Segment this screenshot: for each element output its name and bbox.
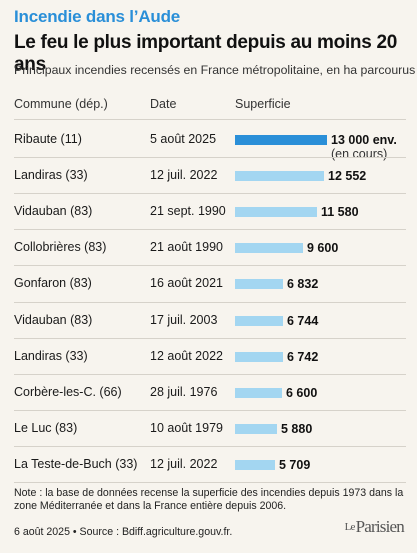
- superficie-bar: [235, 171, 324, 182]
- superficie-value: 12 552: [328, 169, 367, 184]
- date-label: 17 juil. 2003: [150, 312, 218, 327]
- superficie-bar: [235, 423, 277, 434]
- row-separator: [14, 229, 406, 231]
- date-label: 10 août 1979: [150, 420, 223, 435]
- row-separator: [14, 119, 406, 120]
- commune-label: Vidauban (83): [14, 312, 93, 327]
- date-label: 21 août 1990: [150, 240, 223, 255]
- superficie-value: 11 580: [321, 205, 359, 220]
- commune-label: Vidauban (83): [14, 204, 93, 219]
- superficie-value: 9 600: [307, 241, 339, 256]
- note: Note : la base de données recense la sup…: [14, 487, 404, 512]
- row-separator: [14, 337, 406, 339]
- date-label: 16 août 2021: [150, 276, 223, 291]
- date-label: 12 juil. 2022: [150, 456, 218, 471]
- le-parisien-logo: LeParisien: [344, 517, 405, 536]
- commune-label: Landiras (33): [14, 348, 88, 363]
- commune-label: Ribaute (11): [14, 132, 82, 147]
- superficie-value: 5 709: [279, 457, 311, 472]
- superficie-bar: [235, 135, 327, 146]
- chart-subtitle: Principaux incendies recensés en France …: [14, 63, 416, 77]
- column-header-commune: Commune (dép.): [14, 97, 108, 111]
- row-separator: [14, 409, 406, 411]
- column-header-date: Date: [150, 97, 177, 111]
- row-separator: [14, 445, 406, 447]
- date-label: 12 août 2022: [150, 348, 223, 363]
- row-separator: [14, 482, 406, 483]
- superficie-bar: [235, 207, 317, 218]
- superficie-value: 6 742: [287, 349, 319, 364]
- commune-label: Landiras (33): [14, 168, 88, 183]
- commune-label: Le Luc (83): [14, 420, 78, 435]
- chart-title: Le feu le plus important depuis au moins…: [14, 32, 398, 75]
- superficie-value: 6 600: [286, 385, 318, 400]
- kicker: Incendie dans l’Aude: [14, 7, 181, 26]
- superficie-bar: [235, 315, 283, 326]
- commune-label: Corbère-les-C. (66): [14, 384, 122, 399]
- row-separator: [14, 373, 406, 375]
- date-label: 28 juil. 1976: [150, 384, 218, 399]
- superficie-bar: [235, 459, 275, 470]
- footer-source: 6 août 2025 • Source : Bdiff.agriculture…: [14, 526, 233, 538]
- date-label: 21 sept. 1990: [150, 204, 226, 219]
- commune-label: Collobrières (83): [14, 240, 107, 255]
- commune-label: Gonfaron (83): [14, 276, 92, 291]
- date-label: 5 août 2025: [150, 132, 217, 147]
- column-header-superficie: Superficie: [235, 97, 291, 111]
- superficie-value: 6 744: [287, 313, 319, 328]
- superficie-value: 6 832: [287, 277, 319, 292]
- superficie-bar: [235, 351, 283, 362]
- commune-label: La Teste-de-Buch (33): [14, 456, 138, 471]
- row-separator: [14, 265, 406, 267]
- row-separator: [14, 301, 406, 303]
- row-separator: [14, 193, 406, 195]
- superficie-bar: [235, 387, 282, 398]
- superficie-value: 5 880: [281, 421, 313, 436]
- row-separator: [14, 157, 406, 159]
- date-label: 12 juil. 2022: [150, 168, 218, 183]
- superficie-bar: [235, 279, 283, 290]
- superficie-bar: [235, 243, 303, 254]
